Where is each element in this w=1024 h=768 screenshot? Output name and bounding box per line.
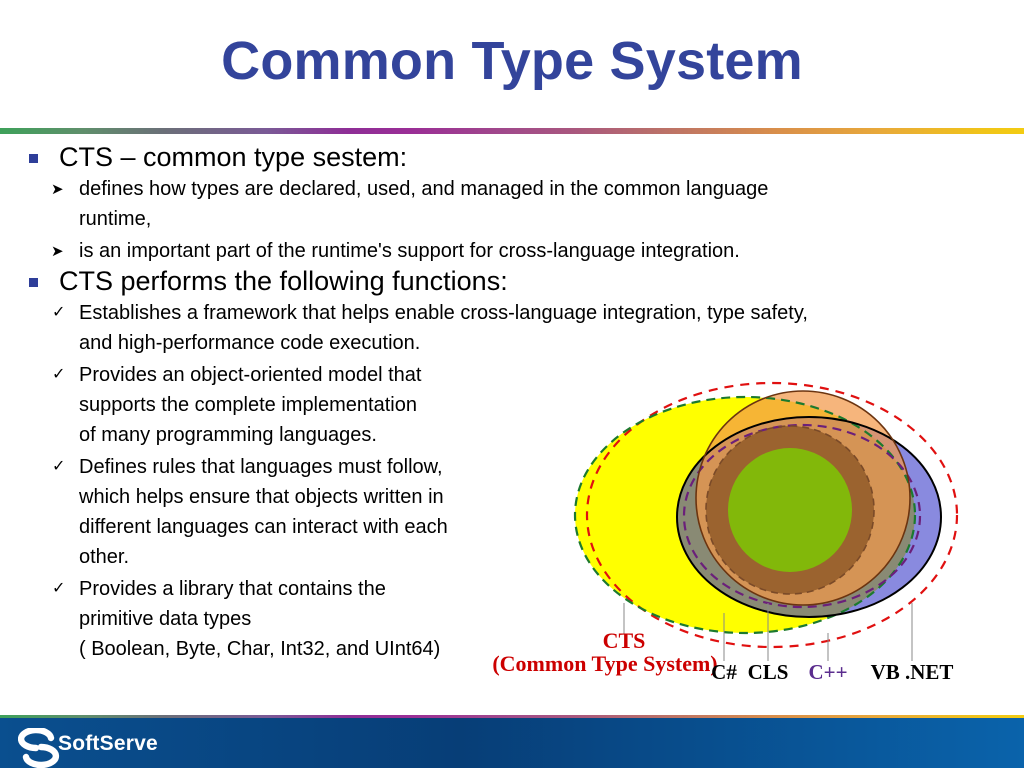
svg-text:CTS: CTS [603, 628, 646, 653]
svg-text:C#: C# [711, 660, 737, 684]
svg-text:(Common Type System): (Common Type System) [492, 651, 717, 676]
svg-text:CLS: CLS [748, 660, 789, 684]
svg-text:VB .NET: VB .NET [871, 660, 954, 684]
svg-text:C++: C++ [808, 660, 847, 684]
